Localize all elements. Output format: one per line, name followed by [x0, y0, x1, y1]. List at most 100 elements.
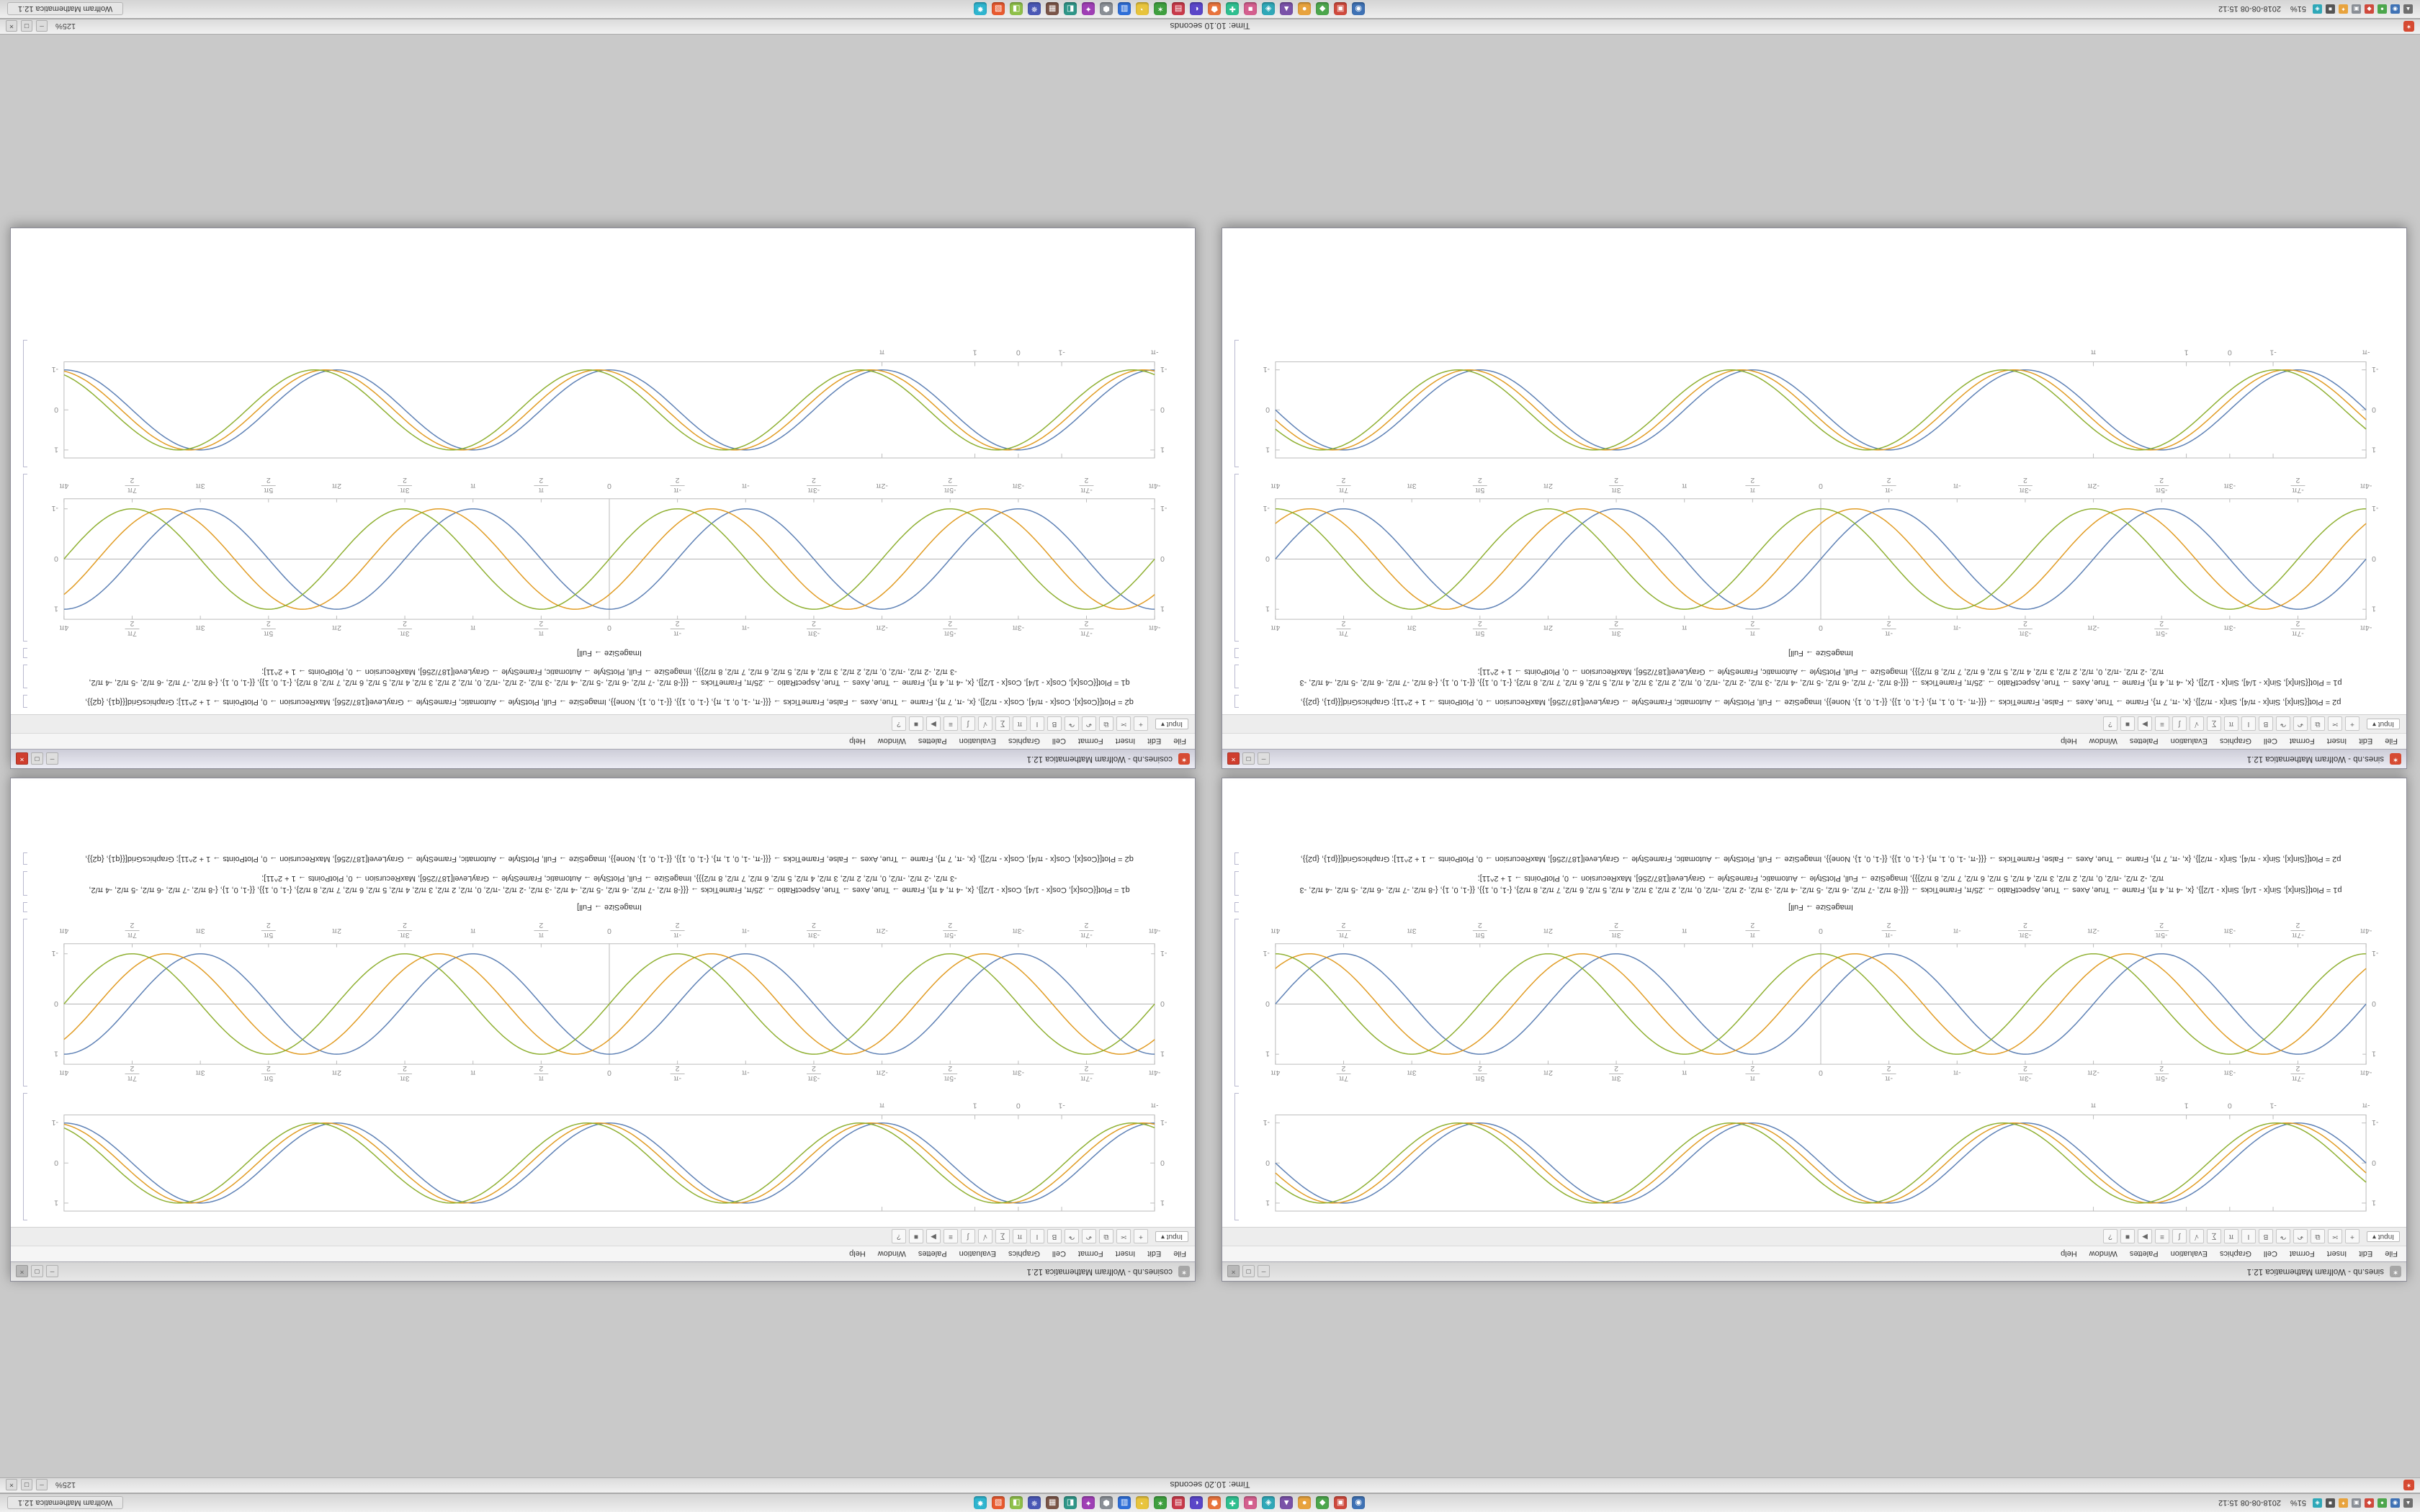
tray-icon-5[interactable]: ✦: [2339, 1498, 2348, 1508]
menu-help[interactable]: Help: [849, 1249, 866, 1259]
maximize-button[interactable]: ▢: [21, 20, 32, 32]
toolbar-button-0[interactable]: +: [1133, 1229, 1148, 1244]
tray-icon-3[interactable]: ◆: [2365, 4, 2374, 14]
toolbar-button-10[interactable]: ∫: [2172, 716, 2187, 732]
toolbar-button-12[interactable]: ▶: [926, 1229, 941, 1244]
menu-graphics[interactable]: Graphics: [1008, 737, 1040, 746]
tray-icon-2[interactable]: ●: [2378, 4, 2387, 14]
input-code-cell[interactable]: q1 = Plot[{Cos[x], Cos[x - 1/4], Cos[x -…: [15, 870, 1192, 896]
toolbar-button-8[interactable]: ∑: [2206, 1229, 2221, 1244]
app-launcher-icon-3[interactable]: ●: [1298, 2, 1312, 16]
menu-evaluation[interactable]: Evaluation: [2170, 1249, 2208, 1259]
window-titlebar[interactable]: ✶ sines.nb - Wolfram Mathematica 12.1 ─ ▢ ✕: [1222, 749, 2406, 768]
app-launcher-icon-12[interactable]: ◔: [1136, 2, 1150, 16]
app-launcher-icon-20[interactable]: ▧: [992, 1496, 1005, 1510]
toolbar-button-14[interactable]: ?: [2102, 1229, 2118, 1244]
app-launcher-icon-12[interactable]: ◔: [1136, 1496, 1150, 1510]
menu-evaluation[interactable]: Evaluation: [959, 737, 996, 746]
minimize-button[interactable]: ─: [1258, 1265, 1270, 1278]
toolbar-button-14[interactable]: ?: [891, 1229, 906, 1244]
menu-insert[interactable]: Insert: [1115, 737, 1136, 746]
app-launcher-icon-8[interactable]: ⬟: [1208, 1496, 1222, 1510]
menu-graphics[interactable]: Graphics: [1008, 1249, 1040, 1259]
cell-style-dropdown[interactable]: Input ▾: [1155, 1231, 1188, 1242]
toolbar-button-14[interactable]: ?: [2102, 716, 2118, 732]
plot-output-cell-framed[interactable]: -π -1 0 1 π -1 -1 0 0 1 1: [15, 1092, 1192, 1221]
plot-output-cell-framed[interactable]: -π -1 0 1 π -1 -1 0 0 1 1: [1227, 339, 2403, 468]
maximize-button[interactable]: ▢: [31, 1265, 43, 1278]
app-launcher-icon-21[interactable]: ✸: [974, 2, 987, 16]
toolbar-button-14[interactable]: ?: [891, 716, 906, 732]
code-continuation-cell[interactable]: ImageSize → Full]: [1227, 901, 2403, 913]
menu-window[interactable]: Window: [2089, 1249, 2118, 1259]
maximize-button[interactable]: ▢: [1242, 752, 1255, 765]
menu-window[interactable]: Window: [877, 737, 906, 746]
app-launcher-icon-1[interactable]: ▣: [1334, 2, 1348, 16]
tray-icon-1[interactable]: ◉: [2390, 4, 2400, 14]
app-launcher-icon-9[interactable]: ◐: [1190, 2, 1204, 16]
menu-insert[interactable]: Insert: [1115, 1249, 1136, 1259]
app-launcher-icon-6[interactable]: ■: [1244, 1496, 1258, 1510]
menu-evaluation[interactable]: Evaluation: [2170, 737, 2208, 746]
input-code-cell[interactable]: q2 = Plot[{Cos[x], Cos[x - π/4], Cos[x -…: [15, 852, 1192, 866]
tray-icon-2[interactable]: ●: [2378, 1498, 2387, 1508]
menu-format[interactable]: Format: [1077, 737, 1103, 746]
menu-window[interactable]: Window: [877, 1249, 906, 1259]
menu-help[interactable]: Help: [849, 737, 866, 746]
toolbar-button-1[interactable]: ✂: [2327, 1229, 2342, 1244]
menu-evaluation[interactable]: Evaluation: [959, 1249, 996, 1259]
clock[interactable]: 2018-08-08 15:12: [2218, 4, 2281, 14]
maximize-button[interactable]: ▢: [1242, 1265, 1255, 1278]
toolbar-button-9[interactable]: √: [2189, 1229, 2204, 1244]
toolbar-button-1[interactable]: ✂: [1116, 716, 1131, 732]
app-launcher-icon-5[interactable]: ◈: [1262, 1496, 1276, 1510]
toolbar-button-4[interactable]: ↷: [2275, 716, 2290, 732]
menu-help[interactable]: Help: [2061, 737, 2077, 746]
plot-output-cell-axed[interactable]: -4π -4π -7π 2 -7π 2 -3π -3π -5π 2 -5π 2 -2π -2π -3π 2 -3…: [1227, 918, 2403, 1087]
close-button[interactable]: ✕: [16, 752, 28, 765]
minimize-button[interactable]: ─: [1258, 752, 1270, 765]
minimize-button[interactable]: ─: [36, 20, 48, 32]
menu-insert[interactable]: Insert: [2326, 737, 2347, 746]
menu-cell[interactable]: Cell: [2263, 1249, 2277, 1259]
menu-file[interactable]: File: [2385, 1249, 2398, 1259]
menu-file[interactable]: File: [1173, 1249, 1186, 1259]
app-launcher-icon-7[interactable]: ✚: [1226, 2, 1240, 16]
app-launcher-icon-2[interactable]: ◆: [1316, 2, 1330, 16]
app-launcher-icon-10[interactable]: ▤: [1172, 1496, 1186, 1510]
toolbar-button-13[interactable]: ■: [908, 716, 923, 732]
toolbar-button-11[interactable]: ≡: [2154, 1229, 2169, 1244]
toolbar-button-10[interactable]: ∫: [2172, 1229, 2187, 1244]
input-code-cell[interactable]: p1 = Plot[{Sin[x], Sin[x - 1/4], Sin[x -…: [1227, 870, 2403, 896]
app-launcher-icon-11[interactable]: ✶: [1154, 2, 1168, 16]
tray-icon-5[interactable]: ✦: [2339, 4, 2348, 14]
toolbar-button-11[interactable]: ≡: [943, 1229, 958, 1244]
toolbar-button-3[interactable]: ↶: [2293, 1229, 2308, 1244]
toolbar-button-8[interactable]: ∑: [2206, 716, 2221, 732]
menu-insert[interactable]: Insert: [2326, 1249, 2347, 1259]
toolbar-button-9[interactable]: √: [977, 1229, 992, 1244]
app-launcher-icon-18[interactable]: ✵: [1028, 2, 1041, 16]
taskbar-window-button[interactable]: Wolfram Mathematica 12.1: [7, 1496, 124, 1510]
close-button[interactable]: ✕: [16, 1265, 28, 1278]
maximized-window-titlebar-2[interactable]: ✶ Time: 10.10 seconds 125% ─ ▢ ✕: [0, 19, 2420, 35]
close-button[interactable]: ✕: [6, 20, 17, 32]
maximize-button[interactable]: ▢: [31, 752, 43, 765]
plot-output-cell-framed[interactable]: -π -1 0 1 π -1 -1 0 0 1 1: [15, 339, 1192, 468]
minimize-button[interactable]: ─: [46, 1265, 58, 1278]
menu-palettes[interactable]: Palettes: [2129, 1249, 2159, 1259]
menu-cell[interactable]: Cell: [1052, 737, 1066, 746]
menu-palettes[interactable]: Palettes: [918, 737, 947, 746]
app-launcher-icon-14[interactable]: ⬢: [1100, 1496, 1113, 1510]
tray-icon-6[interactable]: ■: [2326, 1498, 2335, 1508]
toolbar-button-13[interactable]: ■: [908, 1229, 923, 1244]
app-launcher-icon-13[interactable]: ▥: [1118, 2, 1131, 16]
app-launcher-icon-19[interactable]: ◨: [1010, 1496, 1023, 1510]
toolbar-button-2[interactable]: ⧉: [2310, 1229, 2325, 1244]
tray-icon-0[interactable]: ▲: [2403, 4, 2413, 14]
toolbar-button-3[interactable]: ↶: [1081, 716, 1096, 732]
menu-palettes[interactable]: Palettes: [918, 1249, 947, 1259]
app-launcher-icon-14[interactable]: ⬢: [1100, 2, 1113, 16]
app-launcher-icon-2[interactable]: ◆: [1316, 1496, 1330, 1510]
input-code-cell[interactable]: q2 = Plot[{Cos[x], Cos[x - π/4], Cos[x -…: [15, 694, 1192, 708]
